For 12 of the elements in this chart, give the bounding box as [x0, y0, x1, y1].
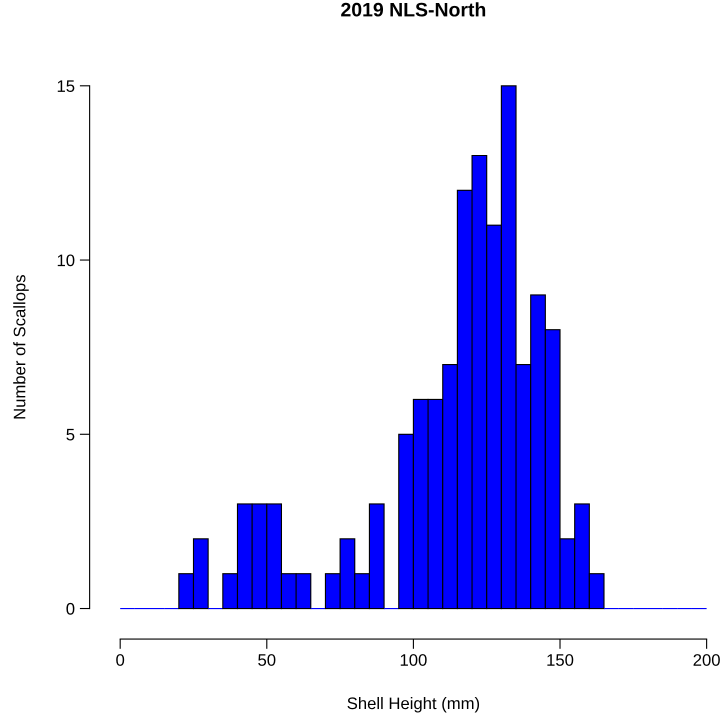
- x-tick-label: 0: [116, 654, 124, 666]
- x-axis-title: Shell Height (mm): [347, 696, 480, 713]
- y-tick-label: 10: [58, 254, 74, 266]
- x-tick-label: 200: [694, 654, 720, 666]
- x-tick-label: 50: [258, 654, 276, 666]
- chart-title: 2019 NLS-North: [341, 2, 486, 17]
- y-tick-label: 0: [66, 602, 74, 615]
- x-tick-label: 100: [400, 654, 427, 666]
- y-tick-label: 15: [58, 80, 74, 92]
- y-axis-title: Number of Scallops: [13, 275, 29, 419]
- x-tick-label: 150: [547, 654, 574, 666]
- y-tick-label: 5: [66, 428, 74, 440]
